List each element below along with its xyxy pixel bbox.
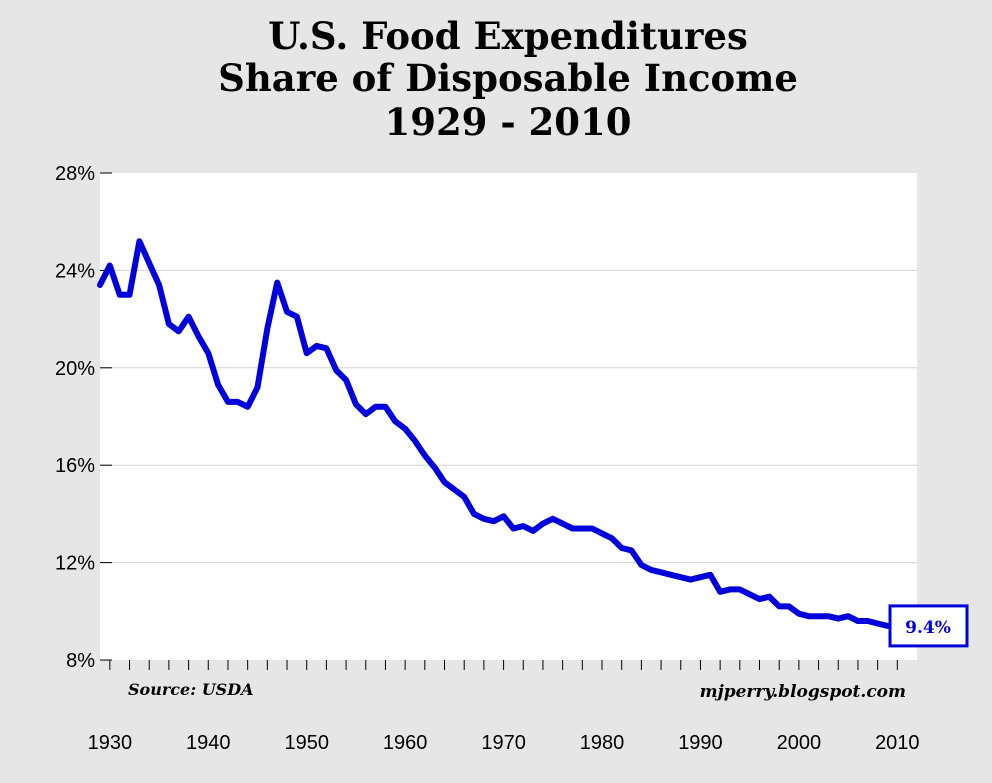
y-tick-label: 24% [55,260,95,282]
x-tick-label: 2010 [875,732,920,754]
x-tick-label: 1940 [186,732,231,754]
y-tick-label: 8% [66,650,95,672]
x-tick-label: 1960 [383,732,428,754]
last-value-label: 9.4% [905,618,951,638]
plot-area [100,173,917,660]
title-line-3: 1929 - 2010 [384,100,632,144]
y-tick-label: 20% [55,358,95,380]
credit-note: mjperry.blogspot.com [700,682,906,702]
series-line [97,238,901,629]
x-tick-label: 1980 [580,732,625,754]
chart-title: U.S. Food Expenditures Share of Disposab… [0,16,992,144]
x-tick-label: 1950 [284,732,329,754]
y-tick-label: 28% [55,163,95,185]
y-tick-label: 12% [55,553,95,575]
x-tick-label: 1970 [481,732,526,754]
source-note: Source: USDA [128,680,253,699]
data-series [97,238,901,629]
x-tick-label: 1930 [88,732,133,754]
title-line-1: U.S. Food Expenditures [268,14,748,58]
last-value-box [888,604,969,648]
axes: 8% 12% 16% 20% 24% 28% 1930 1940 1950 1960 1970 198… [55,163,920,754]
x-tick-label: 1990 [678,732,723,754]
title-line-2: Share of Disposable Income [218,56,798,100]
annotations: 9.4% Source: USDA mjperry.blogspot.com [128,604,969,702]
y-tick-label: 16% [55,455,95,477]
grid-lines [100,269,917,564]
x-tick-label: 2000 [777,732,822,754]
